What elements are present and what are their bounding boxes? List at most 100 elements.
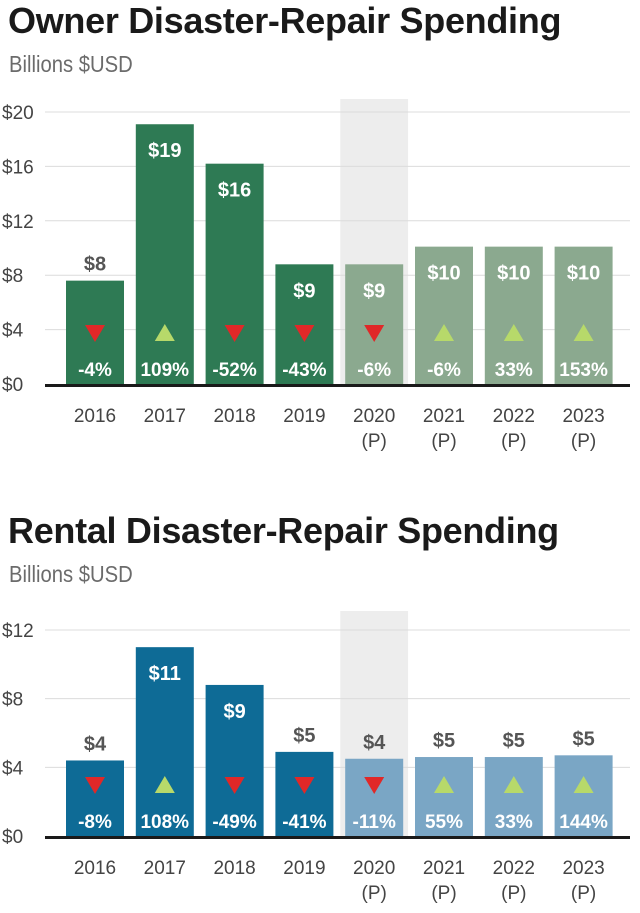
change-label: -52% — [212, 360, 256, 381]
x-tick-label: 2018 — [213, 406, 255, 427]
down-arrow-icon — [85, 325, 105, 342]
x-tick-label: (P) — [501, 883, 526, 904]
x-tick-label: 2021 — [423, 858, 465, 879]
down-arrow-icon — [364, 325, 385, 342]
bar — [554, 246, 613, 384]
x-tick-label: 2022 — [493, 406, 535, 427]
x-tick-label: 2022 — [493, 858, 535, 879]
x-tick-label: (P) — [362, 431, 387, 452]
change-label: -4% — [78, 360, 112, 381]
up-arrow-icon — [434, 324, 454, 341]
value-label: $9 — [293, 280, 315, 302]
x-tick-label: (P) — [571, 883, 596, 904]
chart-title: Owner Disaster-Repair Spending — [8, 0, 562, 41]
change-label: 55% — [425, 812, 463, 833]
value-label: $19 — [148, 140, 181, 162]
x-tick-label: (P) — [501, 431, 526, 452]
value-label: $4 — [363, 732, 386, 754]
x-tick-label: 2020 — [353, 406, 395, 427]
value-label: $5 — [293, 725, 315, 747]
x-tick-label: 2017 — [144, 406, 186, 427]
x-tick-label: 2023 — [562, 858, 604, 879]
value-label: $5 — [503, 730, 525, 752]
down-arrow-icon — [294, 325, 315, 342]
x-tick-label: 2017 — [144, 858, 186, 879]
y-tick-label: $4 — [2, 758, 24, 779]
x-tick-label: 2016 — [74, 858, 116, 879]
up-arrow-icon — [434, 776, 454, 793]
chart-subtitle: Billions $USD — [9, 561, 133, 587]
down-arrow-icon — [224, 777, 245, 794]
change-label: -43% — [282, 360, 326, 381]
chart-title: Rental Disaster-Repair Spending — [8, 510, 559, 551]
change-label: 144% — [559, 812, 608, 833]
x-tick-label: 2021 — [423, 406, 465, 427]
down-arrow-icon — [224, 325, 245, 342]
value-label: $5 — [433, 730, 455, 752]
bar — [484, 757, 543, 836]
bar — [554, 755, 613, 836]
x-tick-label: 2018 — [213, 858, 255, 879]
change-label: -6% — [357, 360, 391, 381]
value-label: $8 — [84, 254, 106, 276]
value-label: $10 — [427, 263, 460, 285]
down-arrow-icon — [364, 777, 385, 794]
y-tick-label: $8 — [2, 266, 23, 287]
bar — [275, 264, 334, 384]
y-tick-label: $20 — [2, 103, 34, 124]
x-tick-label: (P) — [571, 431, 596, 452]
bar — [135, 647, 194, 836]
change-label: 33% — [495, 812, 533, 833]
owner-chart-plot: $0 $4 $8 $12 $16 $20 $8 -4% 2016 $19 109% 2017 $16 -5… — [2, 99, 630, 452]
change-label: -41% — [282, 812, 326, 833]
value-label: $4 — [84, 733, 107, 755]
rental-chart: Rental Disaster-Repair Spending Billions… — [0, 510, 640, 913]
change-label: -11% — [353, 812, 396, 833]
x-tick-label: 2019 — [283, 406, 325, 427]
change-label: 108% — [140, 812, 189, 833]
up-arrow-icon — [154, 324, 175, 341]
value-label: $5 — [572, 728, 594, 750]
bar — [415, 757, 473, 836]
value-label: $10 — [497, 263, 530, 285]
change-label: -49% — [212, 812, 256, 833]
bar — [345, 758, 404, 836]
down-arrow-icon — [294, 777, 315, 794]
chart-subtitle: Billions $USD — [9, 51, 133, 77]
value-label: $9 — [223, 701, 245, 723]
rental-chart-plot: $0 $4 $8 $12 $4 -8% 2016 $11 108% 2017 $9 -49% 2018 $… — [2, 611, 630, 904]
change-label: 153% — [559, 360, 608, 381]
x-tick-label: (P) — [431, 431, 456, 452]
change-label: -6% — [427, 360, 461, 381]
up-arrow-icon — [503, 324, 524, 341]
up-arrow-icon — [503, 776, 524, 793]
y-tick-label: $16 — [2, 157, 34, 178]
change-label: 33% — [495, 360, 533, 381]
x-tick-label: (P) — [431, 883, 456, 904]
y-tick-label: $12 — [2, 621, 34, 642]
up-arrow-icon — [573, 776, 594, 793]
y-tick-label: $0 — [2, 375, 23, 396]
change-label: 109% — [140, 360, 189, 381]
x-tick-label: 2019 — [283, 858, 325, 879]
x-tick-label: (P) — [362, 883, 387, 904]
y-tick-label: $12 — [2, 212, 34, 233]
y-tick-label: $8 — [2, 690, 23, 711]
up-arrow-icon — [154, 776, 175, 793]
bar — [66, 760, 124, 836]
y-tick-label: $4 — [2, 321, 24, 342]
down-arrow-icon — [85, 777, 105, 794]
value-label: $11 — [149, 663, 181, 685]
bar — [205, 163, 264, 384]
y-tick-label: $0 — [2, 827, 23, 848]
value-label: $16 — [218, 180, 251, 202]
bar — [205, 684, 264, 836]
change-label: -8% — [78, 812, 112, 833]
bar — [345, 264, 404, 384]
x-tick-label: 2020 — [353, 858, 395, 879]
x-tick-label: 2023 — [562, 406, 604, 427]
value-label: $10 — [567, 263, 600, 285]
bar — [415, 246, 473, 384]
x-tick-label: 2016 — [74, 406, 116, 427]
up-arrow-icon — [573, 324, 594, 341]
